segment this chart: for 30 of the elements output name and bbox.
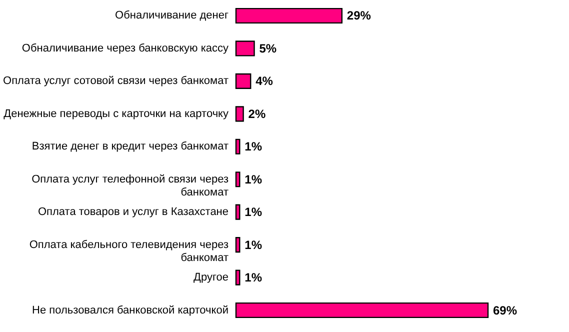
y-tick-label: Оплата услуг сотовой связи через банкомат bbox=[3, 75, 228, 88]
y-tick-label: Обналичивание денег bbox=[115, 10, 228, 22]
data-label: 1% bbox=[244, 270, 262, 285]
y-tick-label: Оплата услуг телефонной связи через банкомат bbox=[32, 173, 228, 198]
bar bbox=[235, 237, 240, 253]
y-tick-label: Оплата товаров и услуг в Казахстане bbox=[38, 206, 228, 218]
data-label: 4% bbox=[256, 74, 274, 88]
bar bbox=[235, 40, 255, 56]
y-tick-label: Другое bbox=[194, 272, 228, 284]
y-tick-label: Оплата кабельного телевидения через банкомат bbox=[29, 238, 228, 264]
bar bbox=[235, 106, 244, 122]
bar bbox=[235, 8, 343, 24]
data-label: 1% bbox=[244, 238, 262, 252]
y-tick-label: Взятие денег в кредит через банкомат bbox=[32, 140, 228, 153]
bar bbox=[235, 270, 240, 286]
data-label: 69% bbox=[493, 303, 518, 318]
bar bbox=[235, 73, 252, 89]
data-label: 5% bbox=[259, 41, 277, 56]
bar bbox=[235, 138, 240, 154]
bar bbox=[235, 172, 240, 188]
bar bbox=[235, 204, 240, 220]
data-label: 2% bbox=[248, 106, 266, 121]
data-label: 1% bbox=[244, 205, 262, 220]
y-tick-label: Не пользовался банковской карточкой bbox=[32, 304, 228, 316]
bar bbox=[235, 302, 489, 318]
data-label: 1% bbox=[244, 140, 262, 154]
data-label: 29% bbox=[346, 8, 372, 23]
data-label: 1% bbox=[244, 172, 262, 186]
y-tick-label: Обналичивание через банковскую кассу bbox=[22, 42, 229, 54]
y-tick-label: Денежные переводы с карточки на карточку bbox=[4, 108, 229, 120]
